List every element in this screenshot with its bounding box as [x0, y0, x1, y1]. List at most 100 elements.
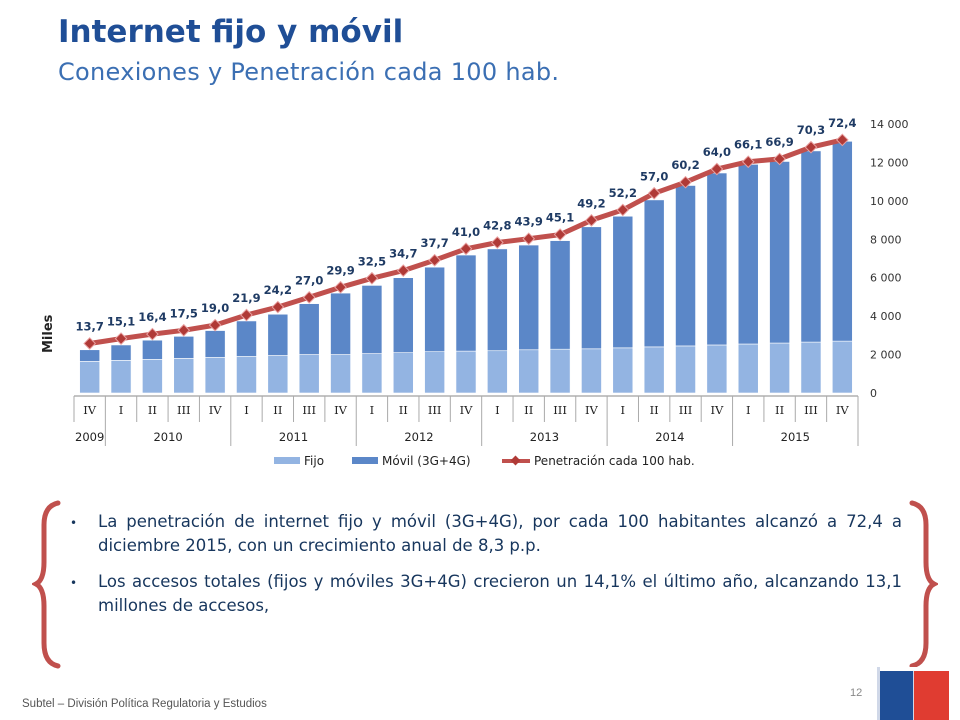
- x-tick-label: I: [119, 403, 124, 417]
- x-tick-label: IV: [585, 403, 599, 417]
- x-tick-label: III: [553, 403, 567, 417]
- page-title: Internet fijo y móvil: [58, 14, 404, 50]
- chile-flag-logo: [877, 667, 949, 720]
- line-point: [396, 264, 410, 278]
- data-label: 32,5: [358, 254, 386, 268]
- bar-fijo: [769, 342, 790, 394]
- chart: 0 2 000 4 000 6 000 8 000 10 000 12 000 14 000 M…: [41, 116, 909, 468]
- y-tick-label: 12 000: [870, 156, 909, 169]
- y-tick-label: 14 000: [870, 118, 909, 131]
- bar-movil: [79, 349, 101, 362]
- x-tick-label: I: [621, 403, 626, 417]
- legend-label-movil: Móvil (3G+4G): [382, 454, 471, 468]
- bar-movil: [612, 215, 634, 349]
- line-point: [616, 203, 630, 217]
- x-tick-label: II: [775, 403, 784, 417]
- data-label: 37,7: [420, 236, 448, 250]
- bar-fijo: [643, 346, 665, 394]
- bar-fijo: [675, 345, 696, 394]
- bar-fijo: [831, 340, 853, 394]
- bar-movil: [361, 285, 383, 354]
- data-label: 41,0: [452, 225, 480, 239]
- legend-swatch-marker: [510, 455, 521, 466]
- bar-movil: [267, 313, 289, 356]
- bar-fijo: [737, 343, 759, 394]
- line-point: [585, 213, 598, 227]
- data-label: 49,2: [577, 196, 605, 210]
- bar-movil: [142, 339, 163, 360]
- y-tick-label: 10 000: [870, 195, 909, 208]
- x-tick-label: III: [428, 403, 442, 417]
- line-point: [428, 253, 442, 267]
- x-tick-label: III: [679, 403, 693, 417]
- line-point: [553, 228, 567, 241]
- data-label: 66,9: [765, 135, 793, 149]
- bar-movil: [487, 248, 508, 352]
- data-label: 15,1: [107, 315, 135, 329]
- bar-fijo: [110, 360, 132, 394]
- data-label: 34,7: [389, 247, 417, 261]
- data-label: 13,7: [75, 319, 103, 333]
- legend-swatch-movil: [352, 457, 378, 464]
- line-point: [334, 280, 347, 294]
- bar-movil: [236, 320, 257, 357]
- x-tick-label: III: [804, 403, 818, 417]
- bar-movil: [204, 330, 226, 358]
- data-label: 16,4: [138, 310, 166, 324]
- line-point: [146, 327, 159, 341]
- left-bracket: [32, 500, 61, 669]
- data-label: 21,9: [232, 291, 260, 305]
- bar-movil: [173, 336, 195, 359]
- bullet-item: • La penetración de internet fijo y móvi…: [70, 510, 902, 558]
- bullet-list: • La penetración de internet fijo y móvi…: [70, 510, 902, 630]
- data-label: 43,9: [515, 215, 543, 229]
- legend-label-line: Penetración cada 100 hab.: [534, 454, 695, 468]
- y-tick-label: 8 000: [870, 233, 902, 246]
- y-axis-title: Miles: [41, 314, 56, 353]
- x-tick-label: II: [650, 403, 659, 417]
- y-tick-label: 6 000: [870, 272, 902, 285]
- year-label: 2013: [530, 430, 559, 444]
- x-tick-label: I: [244, 403, 249, 417]
- bar-movil: [110, 344, 132, 361]
- bar-movil: [831, 140, 853, 342]
- bar-fijo: [549, 348, 571, 394]
- bar-movil: [581, 226, 602, 350]
- bar-movil: [298, 303, 320, 355]
- line-point: [710, 162, 724, 176]
- x-tick-label: IV: [460, 403, 474, 417]
- bar-fijo: [392, 352, 414, 394]
- bar-movil: [424, 266, 445, 352]
- bar-fijo: [267, 355, 289, 394]
- x-tick-label: I: [370, 403, 375, 417]
- line-point: [804, 140, 818, 154]
- data-label: 24,2: [264, 283, 292, 297]
- bar-fijo: [142, 359, 163, 394]
- line-point: [177, 323, 191, 337]
- data-label: 66,1: [734, 138, 762, 152]
- bar-movil: [643, 199, 665, 348]
- page-subtitle: Conexiones y Penetración cada 100 hab.: [58, 58, 560, 86]
- x-tick-label: I: [495, 403, 500, 417]
- line-point: [271, 300, 285, 314]
- year-label: 2014: [655, 430, 684, 444]
- data-label: 70,3: [797, 123, 825, 137]
- x-tick-label: II: [273, 403, 282, 417]
- bar-fijo: [298, 354, 320, 394]
- bar-fijo: [204, 357, 226, 394]
- data-label: 60,2: [671, 158, 699, 172]
- line-point: [773, 152, 786, 166]
- year-label: 2009: [75, 430, 104, 444]
- bullet-dot-icon: •: [70, 576, 78, 590]
- bar-movil: [330, 292, 351, 355]
- bar-movil: [392, 277, 414, 353]
- legend-swatch-fijo: [274, 457, 300, 464]
- x-tick-label: IV: [710, 403, 724, 417]
- bar-movil: [549, 240, 571, 350]
- year-label: 2012: [404, 430, 433, 444]
- y-tick-label: 4 000: [870, 310, 902, 323]
- year-label: 2011: [279, 430, 308, 444]
- year-label: 2010: [153, 430, 182, 444]
- line-point: [365, 271, 379, 285]
- x-tick-label: IV: [83, 403, 97, 417]
